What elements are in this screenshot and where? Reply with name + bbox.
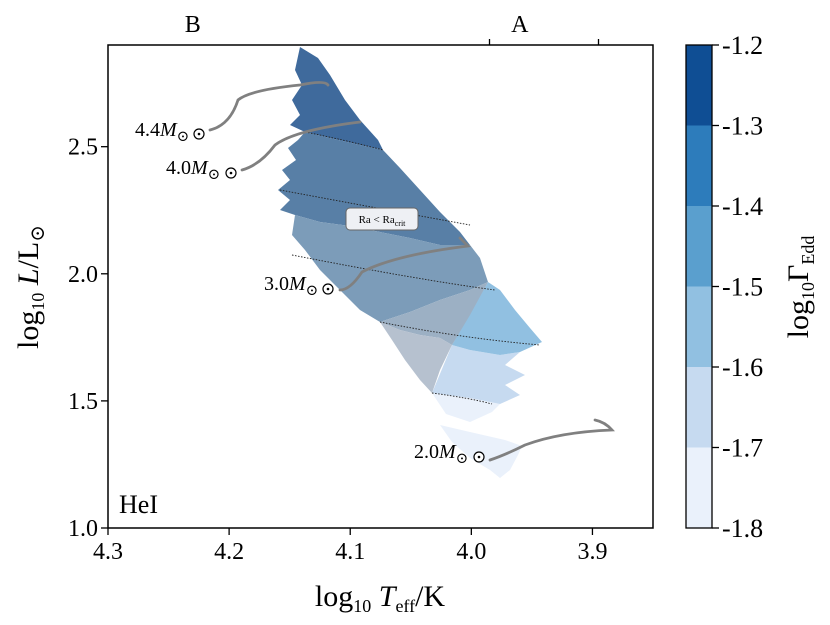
band-level-1: [432, 393, 500, 422]
track-4.4: [208, 81, 330, 132]
heatmap-region: [278, 47, 542, 478]
conv-band-3: [292, 215, 488, 322]
conv-band-4: [380, 282, 488, 345]
contour-line: [431, 392, 493, 405]
band-level-1b: [440, 425, 522, 478]
y-tick-label: 2.5: [68, 135, 98, 161]
y-tick-label: 1.5: [68, 389, 98, 415]
colorbar-tick-label: -1.8: [722, 514, 763, 543]
conv-band-5: [380, 322, 452, 393]
track-marker-dots: [197, 132, 481, 459]
tracks: [208, 81, 615, 462]
x-tick-label: 4.0: [456, 539, 486, 565]
track-label-4.4: 4.4M⊙: [135, 119, 189, 145]
colorbar-level: [686, 447, 712, 528]
spectral-class-label: A: [511, 12, 529, 38]
plot-frame: [107, 44, 654, 529]
contour-line: [291, 254, 496, 291]
colorbar-level: [686, 367, 712, 448]
contour-lines: [279, 131, 541, 405]
x-tick-label: 4.2: [214, 539, 244, 565]
colorbar-tick-label: -1.4: [722, 192, 763, 221]
colorbar-label: log10ΓEdd: [782, 236, 818, 339]
colorbar-tick-label: -1.2: [722, 31, 763, 60]
ra-annotation: Ra < Racrit: [345, 207, 419, 231]
conv-band-1: [290, 47, 383, 150]
track-2.0: [488, 418, 615, 462]
colorbar-tick-label: -1.3: [722, 112, 763, 141]
y-axis-label: log10 L/L⊙: [12, 225, 49, 349]
x-axis-ticks: 4.3 4.2 4.1 4.0 3.9: [93, 528, 607, 565]
spectral-class-label: B: [185, 12, 201, 38]
band-level-3: [452, 282, 542, 355]
x-tick-label: 3.9: [577, 539, 607, 565]
track-3.0: [338, 236, 472, 292]
colorbar-level: [686, 45, 712, 126]
colorbar-level: [686, 125, 712, 206]
band-level-2: [432, 345, 525, 404]
y-tick-label: 1.0: [68, 516, 98, 542]
contour-line: [379, 321, 541, 346]
x-tick-label: 4.3: [93, 539, 123, 565]
y-axis-ticks: 1.0 1.5 2.0 2.5: [68, 135, 108, 542]
conv-band-2: [278, 132, 470, 245]
y-tick-label: 2.0: [68, 262, 98, 288]
colorbar-ticks: -1.2 -1.3 -1.4 -1.5 -1.6 -1.7 -1.8: [712, 31, 763, 543]
x-axis-label: log10 Teff/K: [315, 580, 446, 616]
colorbar-tick-label: -1.7: [722, 434, 763, 463]
contour-line: [304, 131, 384, 151]
colorbar-level: [686, 286, 712, 367]
x-tick-label: 4.1: [335, 539, 365, 565]
panel-label: HeI: [119, 490, 158, 519]
colorbar-level: [686, 206, 712, 287]
svg-text:Ra < Racrit: Ra < Racrit: [359, 214, 407, 228]
track-4.0: [240, 120, 362, 172]
colorbar: [685, 44, 713, 529]
colorbar-tick-label: -1.6: [722, 353, 763, 382]
colorbar-tick-label: -1.5: [722, 273, 763, 302]
